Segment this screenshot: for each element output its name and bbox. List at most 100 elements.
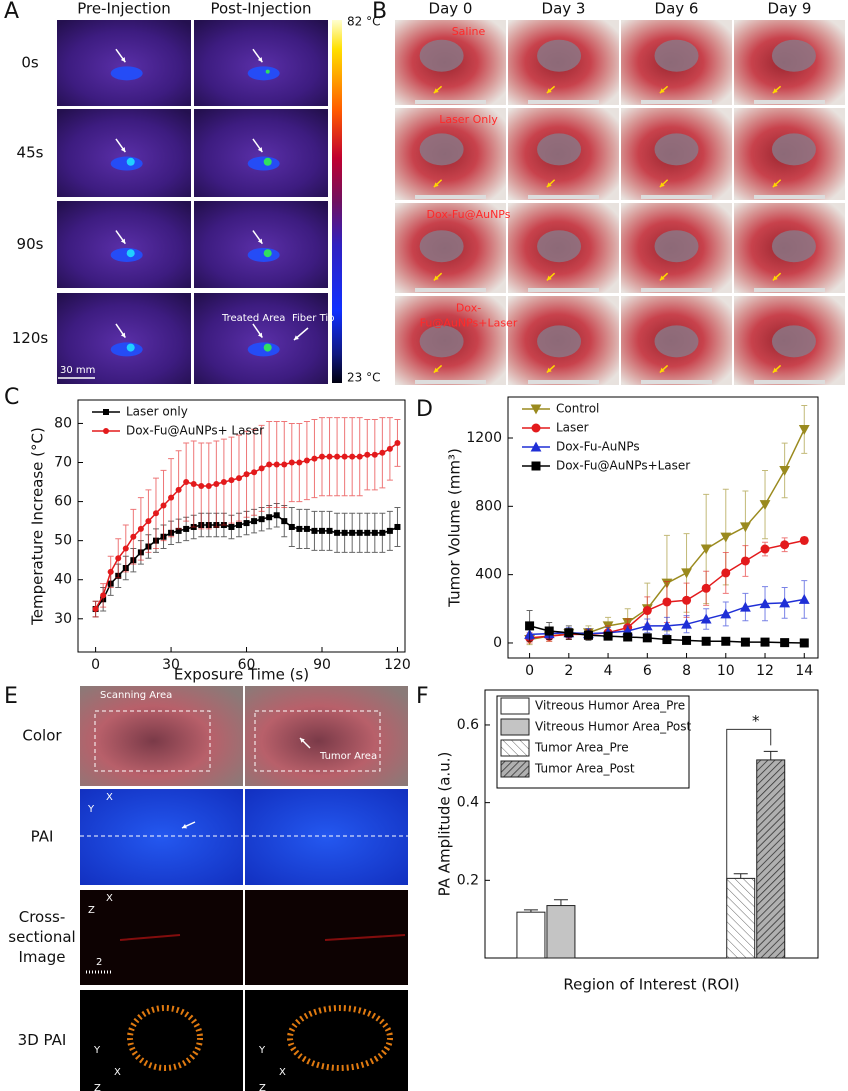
- data-point: [662, 635, 672, 645]
- data-point: [326, 453, 333, 460]
- hot-spot: [265, 69, 270, 74]
- data-point: [235, 522, 242, 529]
- legend-marker: [531, 461, 541, 471]
- x-tick-label: 0: [91, 657, 100, 673]
- error-bar: [553, 899, 568, 906]
- arrow-head: [546, 275, 552, 281]
- arrow-head: [433, 88, 439, 94]
- data-point: [311, 527, 318, 534]
- ruler: [641, 288, 712, 292]
- legend-label: Laser: [556, 421, 589, 435]
- data-point: [603, 631, 613, 641]
- data-point: [311, 455, 318, 462]
- data-point: [779, 465, 791, 476]
- data-point: [779, 597, 791, 608]
- legend-marker: [530, 441, 542, 452]
- x-tick-label: 4: [604, 663, 613, 679]
- ruler: [641, 380, 712, 384]
- data-point: [682, 595, 692, 605]
- y-tick-label: 0.6: [457, 717, 479, 733]
- row-label: Image: [19, 948, 66, 966]
- data-point: [122, 545, 129, 552]
- y-tick-label: 50: [54, 533, 72, 549]
- data-point: [721, 636, 731, 646]
- hot-region: [110, 66, 143, 81]
- colorbar: [332, 20, 342, 383]
- data-point: [641, 620, 653, 631]
- data-point: [386, 445, 393, 452]
- data-point: [349, 529, 356, 536]
- legend-label: Tumor Area_Pre: [534, 741, 629, 755]
- color-photo: [80, 686, 243, 786]
- legend-swatch: [500, 718, 530, 736]
- eyeball: [654, 133, 699, 166]
- pai-3d: [245, 990, 408, 1091]
- x-tick-label: 2: [564, 663, 573, 679]
- hot-spot: [263, 249, 272, 258]
- thermal-image: [57, 293, 191, 384]
- thermal-image: [194, 109, 328, 197]
- arrow-head: [546, 88, 552, 94]
- column-header: Pre-Injection: [77, 0, 171, 18]
- axis-letter: Y: [258, 1045, 266, 1056]
- axis-letter: Y: [87, 804, 95, 815]
- data-point: [296, 525, 303, 532]
- pai-3d-signal: [287, 1005, 393, 1071]
- bar: [546, 905, 576, 959]
- data-point: [281, 518, 288, 525]
- scale-bar-label: 2: [96, 957, 102, 968]
- data-point: [334, 453, 341, 460]
- data-point: [682, 635, 692, 645]
- data-point: [740, 637, 750, 647]
- y-tick-label: 80: [54, 415, 72, 431]
- data-point: [662, 597, 672, 607]
- y-tick-label: 1200: [466, 430, 502, 446]
- x-axis-label: Exposure Time (s): [174, 666, 309, 684]
- x-tick-label: 8: [682, 663, 691, 679]
- plot-frame: [484, 689, 819, 959]
- eyeball: [654, 230, 699, 263]
- data-point: [701, 636, 711, 646]
- row-label: 90s: [17, 235, 44, 253]
- y-tick-label: 40: [54, 572, 72, 588]
- arrow-head: [120, 57, 126, 63]
- hot-region: [247, 247, 280, 262]
- data-point: [243, 471, 250, 478]
- arrow-head: [433, 182, 439, 188]
- significance-bracket: [726, 728, 772, 899]
- legend-label: Laser only: [126, 405, 188, 419]
- eyeball: [537, 325, 582, 358]
- data-point: [371, 529, 378, 536]
- scan-region: [254, 710, 381, 772]
- error-bar: [733, 873, 748, 879]
- eyeball: [537, 39, 582, 72]
- data-point: [183, 479, 190, 486]
- data-point: [642, 606, 652, 616]
- ruler: [528, 100, 599, 104]
- axis-letter: X: [114, 1067, 121, 1078]
- bar: [726, 877, 756, 959]
- thermal-image: [57, 201, 191, 288]
- data-point: [318, 527, 325, 534]
- column-header: Day 0: [429, 0, 473, 18]
- ruler: [415, 288, 486, 292]
- annotation: Scanning Area: [100, 690, 172, 701]
- panel-letter: E: [4, 684, 18, 709]
- plot-frame: [77, 399, 406, 653]
- data-point: [115, 555, 122, 562]
- ruler: [754, 288, 825, 292]
- x-tick-label: 30: [162, 657, 180, 673]
- x-tick-label: 120: [384, 657, 411, 673]
- y-tick-label: 400: [475, 567, 502, 583]
- arrow-head: [772, 182, 778, 188]
- data-point: [798, 424, 810, 435]
- hot-spot: [126, 249, 135, 258]
- data-point: [799, 638, 809, 648]
- data-point: [334, 529, 341, 536]
- row-label: Fu@AuNPs+Laser: [420, 317, 518, 330]
- row-label: 0s: [21, 54, 39, 72]
- y-axis-label: Tumor Volume (mm³): [446, 448, 464, 608]
- data-point: [258, 465, 265, 472]
- legend-label: Dox-Fu@AuNPs+Laser: [556, 459, 690, 473]
